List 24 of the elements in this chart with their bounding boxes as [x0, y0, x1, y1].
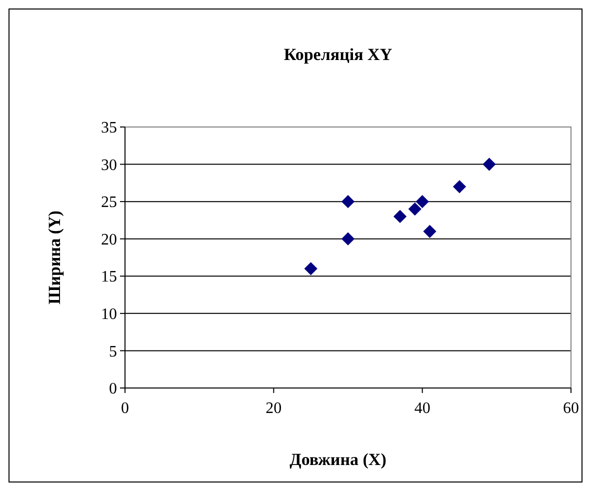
x-tick-label: 60	[563, 400, 579, 417]
y-tick-label: 5	[109, 343, 117, 360]
point	[341, 195, 355, 208]
y-tick-label: 10	[101, 306, 117, 324]
x-tick-label: 20	[266, 400, 282, 417]
point	[423, 224, 436, 238]
point	[304, 262, 318, 276]
x-tick-label: 40	[414, 400, 430, 417]
y-tick-label: 30	[101, 156, 117, 174]
point	[393, 210, 407, 224]
x-tick-label: 0	[121, 400, 129, 417]
y-tick-label: 25	[101, 194, 117, 212]
point	[408, 202, 422, 216]
point	[416, 195, 429, 208]
y-tick-label: 35	[101, 120, 117, 137]
y-axis-title: Ширина (Y)	[45, 210, 64, 304]
y-tick-label: 20	[101, 231, 117, 248]
point	[482, 158, 496, 171]
y-tick-label: 0	[109, 380, 117, 398]
point	[452, 180, 466, 194]
x-axis-title: Довжина (X)	[290, 450, 386, 469]
chart-title: Кореляція XY	[284, 45, 392, 64]
y-tick-label: 15	[101, 268, 117, 286]
point	[341, 232, 355, 246]
